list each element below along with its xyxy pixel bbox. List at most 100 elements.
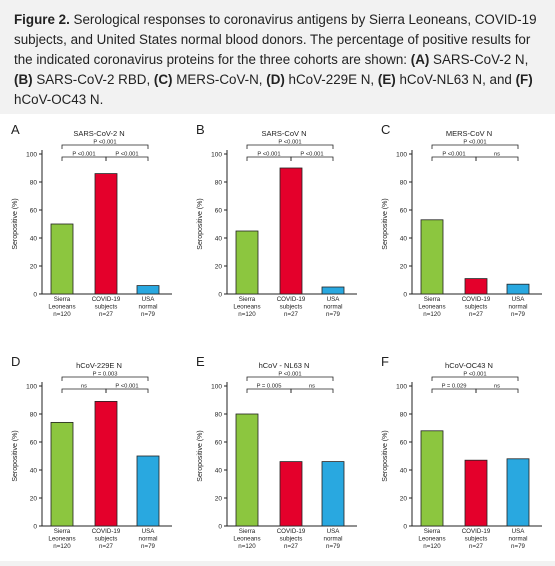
significance-bracket <box>475 156 519 161</box>
y-tick-label: 60 <box>400 440 408 447</box>
category-label: normal <box>324 536 343 543</box>
y-tick-label: 0 <box>33 524 37 531</box>
significance-label: P <0.001 <box>463 140 486 146</box>
y-tick-label: 100 <box>26 384 37 391</box>
y-tick-label: 80 <box>215 412 223 419</box>
category-label: n=120 <box>423 311 441 318</box>
panel-a: A SARS-CoV-2 N 0 20 40 60 80 100 Seropositive (%… <box>11 122 172 318</box>
category-label: n=120 <box>238 543 256 550</box>
category-label: n=27 <box>99 543 113 550</box>
significance-label: ns <box>494 152 500 158</box>
category-label: n=120 <box>53 311 71 318</box>
y-tick-label: 60 <box>215 440 223 447</box>
category-label: USA <box>512 528 526 535</box>
caption-text: SARS-CoV-2 RBD, <box>32 72 154 87</box>
usa-normal-bar <box>136 285 160 295</box>
significance-label: P <0.001 <box>93 140 116 146</box>
significance-label: P <0.001 <box>463 372 486 378</box>
significance-bracket <box>290 388 334 393</box>
sierra-leoneans-bar <box>420 430 444 527</box>
figure-background <box>0 114 555 561</box>
y-tick-label: 80 <box>400 412 408 419</box>
category-label: USA <box>327 296 341 303</box>
sierra-leoneans-bar <box>235 230 259 295</box>
caption-panel-ref: (A) <box>410 52 430 67</box>
y-axis-label: Seropositive (%) <box>197 430 204 481</box>
significance-bracket <box>246 376 334 381</box>
category-label: COVID-19 <box>277 528 306 535</box>
usa-normal-bar <box>136 455 160 527</box>
significance-label: P <0.001 <box>278 372 301 378</box>
category-label: n=79 <box>326 543 340 550</box>
panel-letter: F <box>381 354 389 369</box>
significance-label: ns <box>81 384 87 390</box>
y-tick-label: 80 <box>400 180 408 187</box>
panel-title: SARS-CoV N <box>261 129 306 138</box>
significance-bracket <box>431 144 519 149</box>
significance-label: P = 0.003 <box>93 372 118 378</box>
significance-bracket <box>61 144 149 149</box>
usa-normal-bar <box>506 458 530 527</box>
caption-text: SARS-CoV-2 N, <box>429 52 529 67</box>
y-tick-label: 40 <box>30 468 38 475</box>
category-label: n=79 <box>511 543 525 550</box>
figure-label: Figure 2. <box>14 12 70 27</box>
significance-label: P <0.001 <box>278 140 301 146</box>
y-tick-label: 60 <box>400 208 408 215</box>
y-tick-label: 80 <box>30 180 38 187</box>
covid-subjects-bar <box>94 173 118 295</box>
significance-label: P = 0.029 <box>442 384 467 390</box>
caption-panel-ref: (E) <box>377 72 396 87</box>
caption-panel-ref: (D) <box>266 72 285 87</box>
panel-title: hCoV - NL63 N <box>259 361 310 370</box>
category-label: USA <box>512 296 526 303</box>
category-label: COVID-19 <box>462 528 491 535</box>
significance-bracket <box>105 388 149 393</box>
panel-letter: C <box>381 122 390 137</box>
y-tick-label: 100 <box>396 384 407 391</box>
y-tick-label: 100 <box>396 152 407 159</box>
category-label: n=79 <box>141 311 155 318</box>
significance-label: ns <box>494 384 500 390</box>
panel-letter: D <box>11 354 20 369</box>
category-label: USA <box>327 528 341 535</box>
y-tick-label: 40 <box>215 236 223 243</box>
caption-panel-ref: (C) <box>153 72 173 87</box>
significance-bracket <box>290 156 334 161</box>
panel-title: hCoV-229E N <box>76 361 122 370</box>
y-tick-label: 40 <box>400 236 408 243</box>
y-axis-label: Seropositive (%) <box>12 430 19 481</box>
category-label: n=120 <box>53 543 71 550</box>
caption-text: hCoV-229E N, <box>284 72 378 87</box>
category-label: Leoneans <box>418 304 445 311</box>
significance-label: P = 0.005 <box>257 384 282 390</box>
y-tick-label: 20 <box>30 496 38 503</box>
y-tick-label: 60 <box>30 208 38 215</box>
panel-c: C MERS-CoV N 0 20 40 60 80 100 Seropositive (%) S… <box>381 122 542 318</box>
figure-svg: A SARS-CoV-2 N 0 20 40 60 80 100 Seropositive (%… <box>0 114 555 561</box>
y-tick-label: 0 <box>218 524 222 531</box>
panel-title: hCoV-OC43 N <box>445 361 493 370</box>
category-label: n=27 <box>469 543 483 550</box>
category-label: subjects <box>280 304 303 311</box>
significance-label: P <0.001 <box>257 152 280 158</box>
y-tick-label: 80 <box>30 412 38 419</box>
category-label: COVID-19 <box>277 296 306 303</box>
category-label: USA <box>142 528 156 535</box>
figure-panels: A SARS-CoV-2 N 0 20 40 60 80 100 Seropositive (%… <box>0 114 555 561</box>
significance-bracket <box>246 144 334 149</box>
usa-normal-bar <box>321 286 345 295</box>
covid-subjects-bar <box>279 167 303 295</box>
caption-panel-ref: (F) <box>515 72 533 87</box>
y-axis-label: Seropositive (%) <box>12 198 19 249</box>
significance-bracket <box>61 376 149 381</box>
category-label: n=120 <box>423 543 441 550</box>
category-label: n=27 <box>284 311 298 318</box>
significance-label: P <0.001 <box>442 152 465 158</box>
panel-title: SARS-CoV-2 N <box>73 129 124 138</box>
y-tick-label: 40 <box>30 236 38 243</box>
category-label: n=79 <box>326 311 340 318</box>
category-label: n=27 <box>469 311 483 318</box>
